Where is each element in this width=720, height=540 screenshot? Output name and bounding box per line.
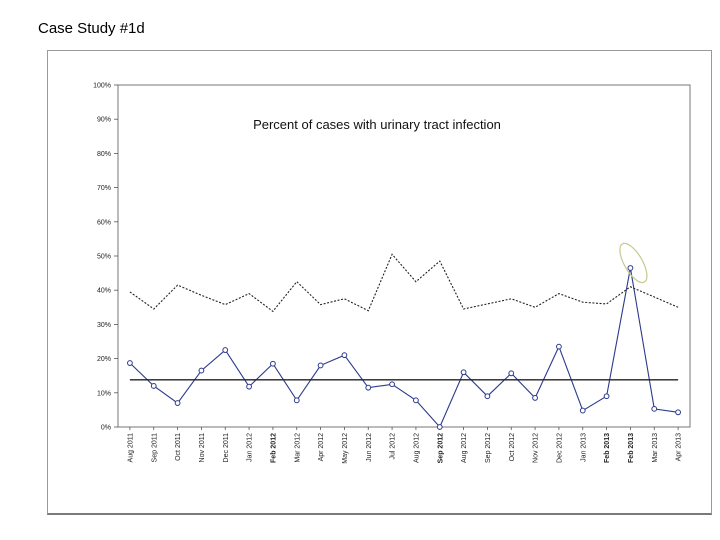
data-point bbox=[317, 362, 324, 369]
data-point bbox=[222, 347, 229, 353]
x-tick-label: May 2012 bbox=[342, 433, 349, 464]
data-point bbox=[341, 352, 348, 359]
data-point bbox=[651, 405, 658, 412]
x-tick-label: Sep 2012 bbox=[437, 433, 444, 463]
data-point bbox=[127, 360, 133, 366]
data-point bbox=[413, 397, 419, 404]
data-point bbox=[579, 407, 586, 414]
data-point bbox=[484, 393, 491, 400]
x-tick-label: Aug 2012 bbox=[461, 433, 468, 463]
x-tick-label: Jan 2013 bbox=[580, 433, 587, 462]
data-point bbox=[436, 424, 443, 430]
highlight-ellipse bbox=[619, 242, 648, 284]
chart-frame: Percent of cases with urinary tract infe… bbox=[47, 50, 712, 515]
y-tick-label: 30% bbox=[97, 322, 111, 329]
data-point bbox=[270, 360, 276, 367]
x-tick-label: Jul 2012 bbox=[390, 433, 397, 460]
x-tick-label: Mar 2012 bbox=[294, 433, 301, 463]
data-point bbox=[293, 397, 300, 404]
y-tick-label: 50% bbox=[97, 254, 111, 261]
y-tick-label: 80% bbox=[97, 151, 111, 158]
y-tick-label: 60% bbox=[97, 219, 111, 226]
series-line-percent bbox=[129, 267, 679, 429]
plot-area: 0% 10% 20% 30% 40% 50% 60% 70% 80% 90% 100% Aug 201… bbox=[93, 83, 691, 464]
data-point bbox=[365, 384, 372, 391]
x-tick-label: Jun 2012 bbox=[366, 433, 373, 462]
x-tick-label: Oct 2011 bbox=[175, 433, 182, 461]
data-point bbox=[150, 383, 157, 389]
y-tick-label: 10% bbox=[97, 390, 111, 397]
x-tick-label: Apr 2013 bbox=[676, 433, 683, 462]
data-point bbox=[198, 367, 205, 374]
y-tick-label: 40% bbox=[97, 288, 111, 295]
x-tick-label: Jan 2012 bbox=[247, 433, 254, 462]
data-point bbox=[603, 393, 610, 400]
y-tick-label: 100% bbox=[93, 83, 111, 90]
y-tick-label: 90% bbox=[97, 117, 111, 124]
data-point bbox=[627, 265, 634, 271]
data-point bbox=[532, 395, 538, 401]
x-tick-label: Sep 2011 bbox=[151, 433, 158, 463]
y-tick-label: 0% bbox=[101, 425, 111, 432]
x-tick-label: Feb 2013 bbox=[604, 433, 611, 463]
x-tick-label: Oct 2012 bbox=[509, 433, 516, 462]
data-point bbox=[460, 369, 467, 376]
data-point bbox=[508, 370, 515, 377]
series-line-upper-control-limit bbox=[129, 253, 679, 313]
x-tick-label: Feb 2012 bbox=[270, 433, 277, 463]
x-tick-label: Nov 2011 bbox=[199, 433, 206, 463]
x-tick-label: Dec 2012 bbox=[556, 433, 563, 463]
data-point bbox=[389, 381, 395, 388]
x-tick-label: Dec 2011 bbox=[223, 433, 230, 463]
x-tick-label: Sep 2012 bbox=[485, 433, 492, 463]
chart: Percent of cases with urinary tract infe… bbox=[93, 83, 691, 464]
data-point bbox=[246, 383, 252, 390]
x-tick-label: Aug 2011 bbox=[127, 433, 134, 463]
x-tick-label: Feb 2013 bbox=[628, 433, 635, 463]
x-tick-label: Mar 2013 bbox=[652, 433, 659, 463]
x-tick-label: Aug 2012 bbox=[413, 433, 420, 463]
x-tick-label: Nov 2012 bbox=[533, 433, 540, 463]
y-tick-label: 70% bbox=[97, 185, 111, 192]
slide-title: Case Study #1d bbox=[38, 20, 145, 37]
x-tick-label: Apr 2012 bbox=[318, 433, 325, 462]
chart-title: Percent of cases with urinary tract infe… bbox=[253, 117, 501, 132]
y-tick-label: 20% bbox=[97, 356, 111, 363]
data-point bbox=[556, 343, 562, 350]
data-point bbox=[675, 409, 681, 416]
plot-border bbox=[117, 84, 691, 428]
data-point bbox=[174, 400, 181, 406]
